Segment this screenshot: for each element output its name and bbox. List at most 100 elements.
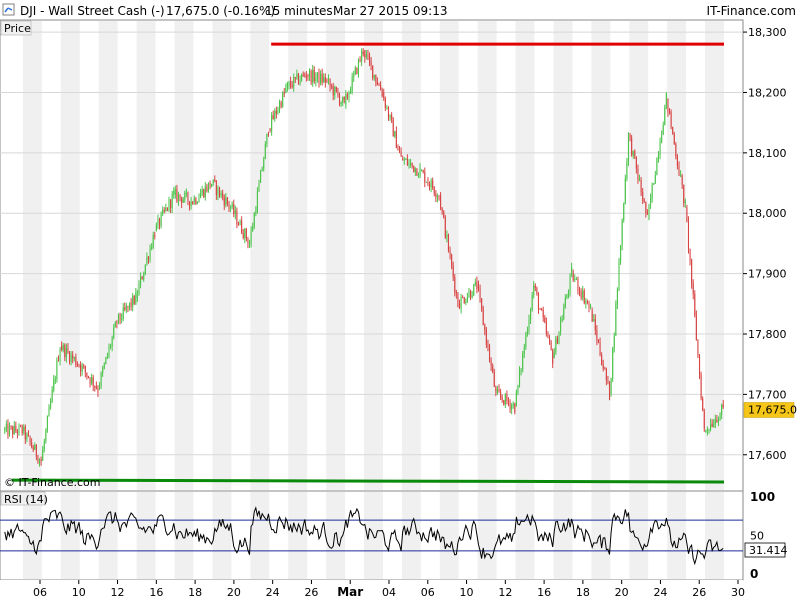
- candle-body: [493, 372, 495, 387]
- rsi-day-band: [288, 492, 308, 579]
- candle-body: [154, 235, 156, 237]
- candle-body: [416, 168, 418, 176]
- candle-body: [237, 224, 240, 226]
- rsi-panel: RSI (14): [0, 490, 744, 581]
- candle-body: [552, 349, 554, 364]
- candle-body: [687, 221, 690, 250]
- candle-body: [721, 404, 723, 415]
- candle-body: [72, 354, 74, 359]
- day-band: [553, 21, 573, 490]
- x-tick-label: 06: [421, 586, 435, 599]
- candle-body: [406, 158, 408, 165]
- candle-body: [13, 425, 15, 435]
- candle-body: [233, 204, 235, 215]
- candle-body: [332, 86, 334, 96]
- candle-body: [64, 345, 66, 358]
- x-tick-label: 26: [692, 586, 706, 599]
- candle-body: [711, 423, 713, 427]
- candle-body: [275, 110, 277, 114]
- candle-body: [451, 254, 453, 266]
- candle-body: [15, 425, 17, 432]
- candle-body: [500, 392, 502, 397]
- candle-body: [556, 338, 558, 344]
- candle-body: [714, 419, 716, 425]
- candle-body: [604, 368, 606, 370]
- candle-body: [610, 378, 612, 395]
- day-band: [705, 21, 724, 490]
- candle-body: [468, 291, 470, 297]
- candle-body: [575, 278, 577, 280]
- candle-body: [119, 313, 121, 320]
- instrument-icon[interactable]: [2, 3, 15, 16]
- candle-body: [291, 85, 293, 88]
- rsi-day-band: [667, 492, 687, 579]
- candle-body: [424, 171, 426, 183]
- candle-body: [8, 426, 11, 435]
- candle-body: [471, 295, 473, 298]
- candle-body: [564, 297, 566, 309]
- y-tick-label: 18,200: [748, 86, 787, 99]
- candle-body: [389, 115, 391, 118]
- candle-body: [525, 334, 527, 348]
- candle-body: [342, 96, 344, 103]
- candle-body: [222, 193, 224, 198]
- candle-body: [684, 201, 686, 203]
- day-band: [477, 21, 497, 490]
- candle-body: [286, 82, 288, 89]
- candle-body: [155, 224, 157, 232]
- candle-body: [656, 158, 658, 176]
- candle-body: [574, 279, 576, 281]
- y-tick-label: 18,300: [748, 26, 787, 39]
- candle-body: [38, 459, 41, 463]
- candle-body: [665, 92, 667, 107]
- candle-body: [501, 396, 503, 401]
- candle-body: [474, 281, 476, 285]
- candle-body: [645, 201, 647, 213]
- candle-body: [24, 426, 26, 440]
- candle-body: [132, 295, 134, 307]
- candle-body: [165, 207, 167, 211]
- candle-body: [46, 416, 48, 430]
- candle-body: [280, 102, 282, 107]
- candle-body: [133, 295, 135, 304]
- candle-body: [217, 187, 219, 195]
- candle-body: [443, 211, 445, 218]
- candle-body: [627, 132, 630, 162]
- candle-body: [32, 447, 34, 450]
- candle-body: [75, 357, 77, 365]
- candle-body: [43, 440, 45, 450]
- candle-body: [515, 392, 517, 407]
- candle-body: [586, 301, 588, 303]
- x-tick-label: 24: [653, 586, 667, 599]
- rsi-axis: 0 50 100: [750, 490, 775, 581]
- candle-body: [365, 54, 367, 58]
- candle-body: [231, 204, 233, 208]
- candle-body: [204, 186, 206, 198]
- candle-body: [97, 388, 99, 392]
- day-band: [364, 21, 383, 490]
- candle-body: [80, 364, 82, 372]
- trend-lines: [11, 42, 725, 484]
- candle-body: [356, 67, 358, 74]
- rsi-day-band: [439, 492, 459, 579]
- rsi-day-band: [705, 492, 724, 579]
- x-tick-label: 10: [72, 586, 86, 599]
- candle-body: [18, 425, 20, 434]
- candle-body: [590, 305, 592, 308]
- candle-body: [452, 265, 454, 278]
- candle-body: [357, 59, 360, 74]
- candle-body: [326, 80, 328, 82]
- candle-body: [293, 77, 295, 88]
- candle-body: [190, 201, 192, 207]
- candle-body: [635, 156, 637, 169]
- candle-body: [312, 69, 314, 83]
- candle-body: [310, 70, 312, 83]
- candle-body: [124, 307, 126, 310]
- rsi-series: [4, 506, 724, 566]
- day-band: [212, 21, 232, 490]
- datetime: Mar 27 2015 09:13: [333, 4, 447, 18]
- candle-body: [7, 424, 9, 435]
- candle-body: [392, 119, 394, 137]
- candle-body: [623, 203, 625, 220]
- candle-body: [640, 179, 642, 193]
